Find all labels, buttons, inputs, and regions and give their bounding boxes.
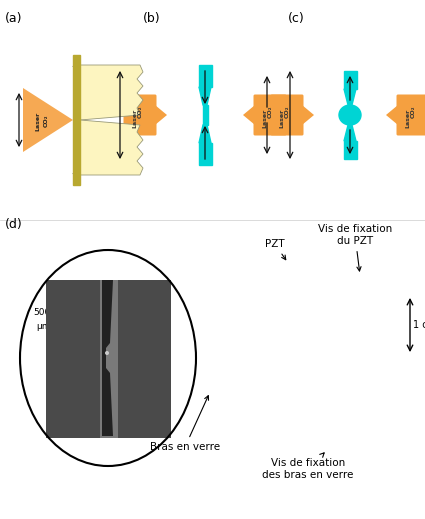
Polygon shape: [344, 125, 356, 141]
Text: CO₂: CO₂: [411, 106, 416, 118]
Text: Bras en verre: Bras en verre: [150, 395, 220, 452]
Text: (a): (a): [5, 12, 23, 25]
Text: PZT: PZT: [265, 239, 286, 260]
Bar: [46, 280, 171, 438]
Text: CO₂: CO₂: [267, 106, 272, 118]
FancyBboxPatch shape: [270, 94, 303, 135]
Polygon shape: [302, 105, 314, 125]
Text: 1 cm: 1 cm: [413, 320, 425, 330]
Polygon shape: [386, 105, 398, 125]
FancyBboxPatch shape: [253, 94, 286, 135]
Bar: [199, 65, 212, 87]
FancyBboxPatch shape: [397, 94, 425, 135]
Polygon shape: [344, 89, 356, 105]
Text: Laser: Laser: [405, 108, 411, 128]
Bar: [199, 143, 212, 165]
Text: CO₂: CO₂: [43, 115, 48, 127]
Bar: [100, 280, 118, 438]
Polygon shape: [80, 65, 143, 120]
Polygon shape: [102, 280, 113, 436]
Text: μm: μm: [37, 322, 51, 331]
Text: (d): (d): [5, 218, 23, 231]
Polygon shape: [199, 87, 211, 105]
Text: (b): (b): [143, 12, 161, 25]
Text: Laser: Laser: [280, 108, 284, 128]
Text: 500: 500: [34, 308, 51, 317]
Polygon shape: [23, 88, 73, 152]
FancyBboxPatch shape: [124, 94, 156, 135]
Text: Laser: Laser: [36, 112, 40, 131]
Polygon shape: [243, 105, 255, 125]
Bar: [344, 71, 357, 89]
Polygon shape: [199, 125, 211, 143]
Text: Vis de fixation
du PZT: Vis de fixation du PZT: [318, 224, 392, 271]
Text: CO₂: CO₂: [138, 106, 142, 118]
Text: Vis de fixation
des bras en verre: Vis de fixation des bras en verre: [262, 453, 354, 480]
Bar: [344, 141, 357, 159]
Polygon shape: [80, 120, 143, 175]
Text: Laser: Laser: [133, 108, 138, 128]
Ellipse shape: [105, 351, 109, 355]
Polygon shape: [155, 105, 167, 125]
Bar: [73, 55, 80, 185]
Ellipse shape: [339, 105, 361, 125]
Text: (c): (c): [288, 12, 305, 25]
Text: Laser: Laser: [263, 108, 267, 128]
Text: CO₂: CO₂: [284, 106, 289, 118]
Bar: [203, 105, 208, 125]
